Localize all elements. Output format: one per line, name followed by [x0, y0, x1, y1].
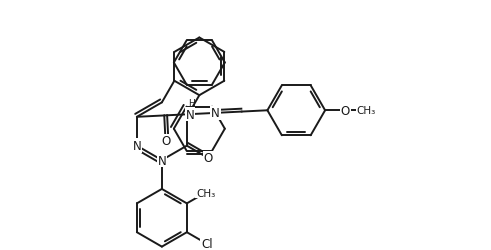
Text: N: N [133, 140, 141, 152]
Text: CH₃: CH₃ [196, 188, 215, 198]
Text: CH₃: CH₃ [356, 106, 376, 116]
Text: N: N [186, 108, 194, 121]
Text: H: H [188, 98, 194, 108]
Text: O: O [161, 135, 170, 148]
Text: N: N [158, 154, 166, 167]
Text: O: O [341, 104, 350, 117]
Text: O: O [203, 152, 213, 165]
Text: N: N [211, 107, 220, 120]
Text: Cl: Cl [201, 237, 213, 250]
